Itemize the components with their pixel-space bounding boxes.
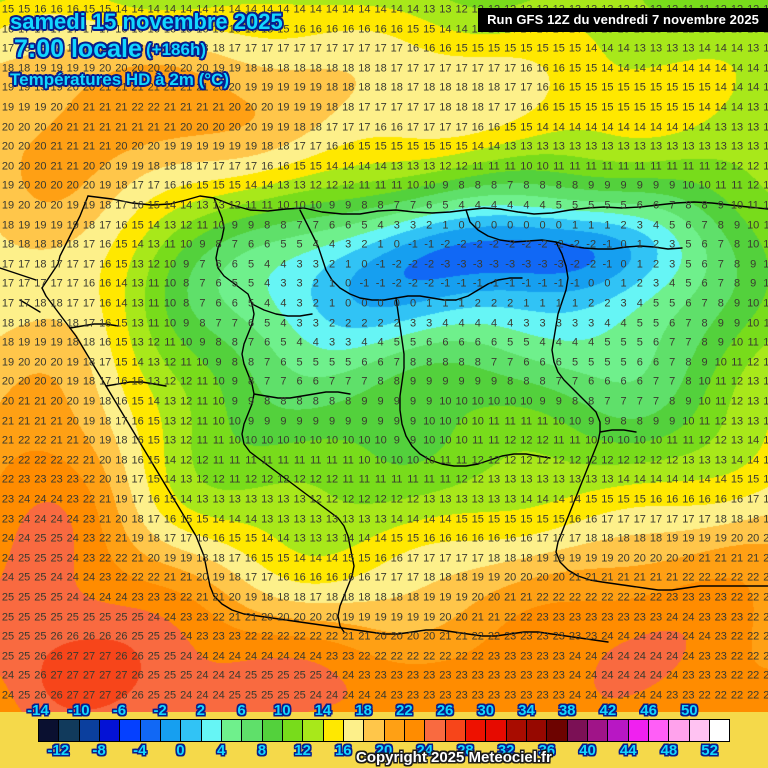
colorbar-tick: 24 [416, 742, 434, 759]
colorbar-tick: 2 [196, 702, 205, 719]
colorbar-cell [608, 720, 629, 741]
colorbar-cell [506, 720, 527, 741]
colorbar-tick: -4 [133, 742, 147, 759]
colorbar-tick: 22 [396, 702, 413, 719]
colorbar-tick: 4 [217, 742, 226, 759]
colorbar-tick: -8 [92, 742, 106, 759]
colorbar-cell [364, 720, 385, 741]
colorbar-cell [201, 720, 222, 741]
colorbar-cell [59, 720, 80, 741]
colorbar-tick: 14 [314, 702, 332, 719]
colorbar-cell [221, 720, 243, 741]
colorbar-tick: 40 [579, 742, 596, 759]
colorbar-tick: 18 [355, 702, 372, 719]
colorbar-tick: 26 [436, 702, 454, 719]
colorbar-tick: 20 [375, 742, 393, 759]
colorbar-cell [282, 720, 304, 741]
colorbar-tick: 34 [518, 702, 535, 719]
copyright-notice: Copyright 2025 Meteociel.fr [356, 749, 552, 766]
colorbar-tick: 48 [660, 742, 678, 759]
colorbar-cell [242, 720, 263, 741]
colorbar-cell [628, 720, 649, 741]
colorbar-cell [262, 720, 283, 741]
colorbar-tick: 6 [237, 702, 246, 719]
colorbar-cell [587, 720, 609, 741]
colorbar-cell [99, 720, 121, 741]
colorbar-tick: 32 [497, 742, 515, 759]
colorbar-cell [39, 720, 60, 741]
colorbar-cell [404, 720, 426, 741]
colorbar-cell [445, 720, 466, 741]
colorbar-cell [79, 720, 100, 741]
colorbar-cell [486, 720, 507, 741]
colorbar-cell [323, 720, 344, 741]
colorbar-tick: 36 [538, 742, 556, 759]
map-parameter-title: Températures HD à 2m (°C) [10, 70, 230, 89]
colorbar-tick: -14 [27, 702, 49, 719]
colorbar-tick: 50 [680, 702, 698, 719]
colorbar-tick: 10 [273, 702, 291, 719]
colorbar-tick: -12 [47, 742, 70, 759]
model-run-banner: Run GFS 12Z du vendredi 7 novembre 2025 [478, 8, 768, 32]
colorbar-cell [689, 720, 710, 741]
colorbar-cell [425, 720, 446, 741]
colorbar-tick: 0 [176, 742, 185, 759]
colorbar-cell [567, 720, 588, 741]
colorbar-cell [465, 720, 487, 741]
colorbar-tick: 52 [701, 742, 718, 759]
colorbar-cell [343, 720, 365, 741]
colorbar-tick: 12 [294, 742, 311, 759]
colorbar-tick: -2 [153, 702, 167, 719]
map-time-title: 7:00 locale [14, 35, 142, 63]
colorbar-tick: 44 [619, 742, 637, 759]
colorbar-cell [384, 720, 405, 741]
colorbar-tick: 42 [599, 702, 617, 719]
colorbar-tick: 16 [334, 742, 352, 759]
colorbar-tick: -6 [112, 702, 127, 719]
colorbar-tick: 8 [257, 742, 267, 759]
map-lead-time: (+186h) [146, 40, 206, 59]
colorbar-tick: 46 [640, 702, 657, 719]
colorbar-cell [160, 720, 182, 741]
colorbar-tick: 38 [558, 702, 576, 719]
colorbar-cell [648, 720, 670, 741]
colorbar-cell [669, 720, 690, 741]
colorbar-cell [181, 720, 202, 741]
colorbar-cell [120, 720, 141, 741]
temperature-heatmap-canvas [0, 0, 768, 712]
colorbar-cell [709, 720, 730, 741]
colorbar-cell [140, 720, 161, 741]
temperature-colorbar [38, 719, 730, 742]
colorbar-tick: 30 [477, 702, 495, 719]
colorbar-tick: 28 [457, 742, 474, 759]
colorbar-cell [303, 720, 324, 741]
map-date-title: samedi 15 novembre 2025 [10, 9, 283, 34]
colorbar-cell [547, 720, 568, 741]
colorbar-tick: -10 [67, 702, 90, 719]
colorbar-cell [526, 720, 548, 741]
